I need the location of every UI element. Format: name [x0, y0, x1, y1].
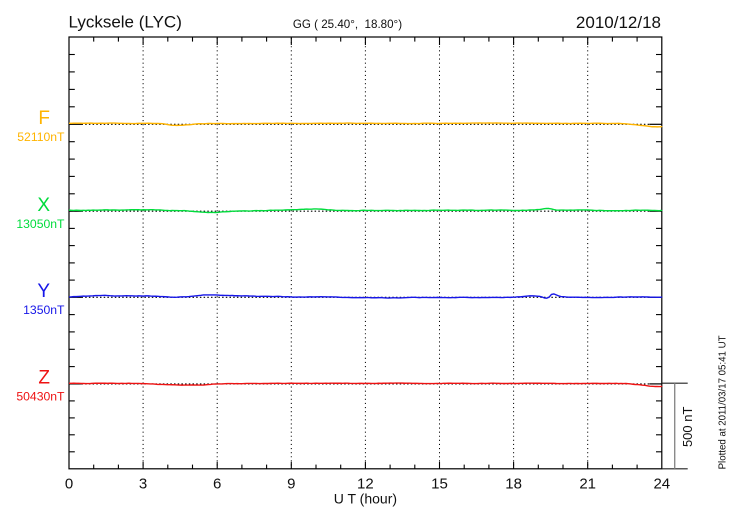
svg-text:2010/12/18: 2010/12/18 — [576, 13, 661, 32]
svg-text:24: 24 — [653, 475, 670, 492]
svg-text:6: 6 — [213, 475, 221, 492]
svg-text:15: 15 — [431, 475, 448, 492]
svg-text:1350nT: 1350nT — [23, 303, 65, 317]
svg-text:Plotted at 2011/03/17 05:41 UT: Plotted at 2011/03/17 05:41 UT — [718, 335, 729, 469]
svg-text:9: 9 — [287, 475, 295, 492]
svg-text:0: 0 — [65, 475, 73, 492]
svg-text:18: 18 — [505, 475, 522, 492]
svg-text:50430nT: 50430nT — [16, 390, 65, 404]
svg-text:500 nT: 500 nT — [680, 407, 695, 448]
svg-text:3: 3 — [139, 475, 147, 492]
svg-text:Z: Z — [38, 368, 50, 389]
svg-text:GG ( 25.40°, 18.80°): GG ( 25.40°, 18.80°) — [293, 18, 402, 31]
svg-text:52110nT: 52110nT — [17, 130, 65, 144]
svg-text:F: F — [38, 108, 50, 129]
svg-text:13050nT: 13050nT — [16, 217, 65, 231]
svg-text:U T (hour): U T (hour) — [334, 491, 397, 507]
svg-text:X: X — [37, 195, 50, 216]
svg-text:Y: Y — [37, 281, 50, 302]
svg-text:21: 21 — [579, 475, 596, 492]
svg-text:12: 12 — [357, 475, 374, 492]
svg-text:Lycksele (LYC): Lycksele (LYC) — [69, 13, 182, 32]
